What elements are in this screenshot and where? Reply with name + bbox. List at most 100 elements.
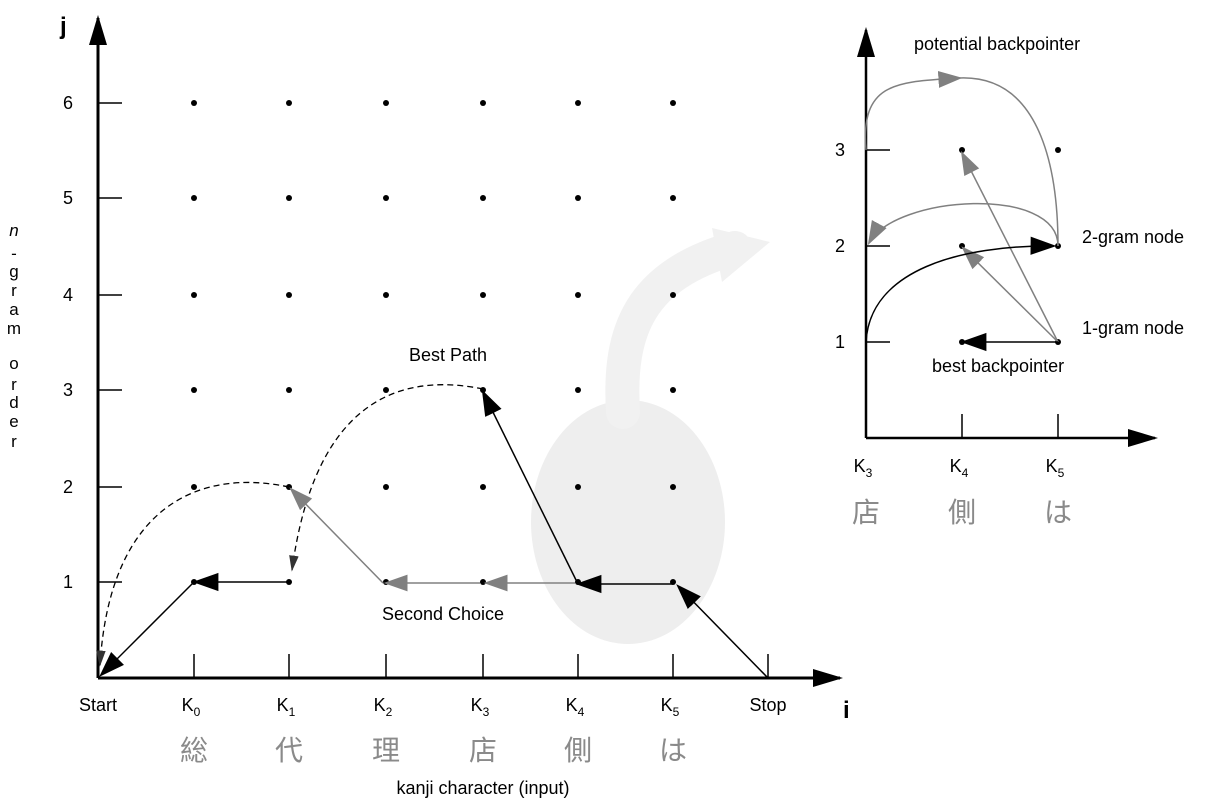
y-title-char: m	[7, 319, 21, 338]
y-tick-label: 4	[63, 285, 73, 305]
lattice-node	[575, 100, 581, 106]
inset-y-ticks: 1 2 3	[835, 140, 890, 352]
x-tick-label: K0	[182, 695, 201, 719]
kanji-char: 理	[372, 734, 400, 767]
inset-curve-1-to-2gram	[865, 236, 1057, 343]
lattice-node	[480, 579, 486, 585]
zoom-highlight	[531, 228, 770, 644]
lattice-node	[575, 195, 581, 201]
main-y-ticks: 1 2 3 4 5 6	[63, 93, 122, 592]
dashed-link-k3-k1	[289, 384, 484, 572]
inset-arrow-to-k4-2	[961, 246, 1059, 343]
inset-axes	[857, 27, 1158, 447]
kanji-char: 代	[275, 734, 303, 767]
lattice-node	[575, 292, 581, 298]
one-gram-node-label: 1-gram node	[1082, 318, 1184, 338]
best-path	[99, 389, 769, 679]
kanji-char: 側	[564, 734, 592, 767]
lattice-node	[480, 484, 486, 490]
inset-arc-middle	[867, 202, 1059, 247]
y-title-char: e	[9, 412, 18, 431]
lattice-node	[575, 387, 581, 393]
y-title-char: r	[11, 281, 17, 300]
inset-y-tick-label: 2	[835, 236, 845, 256]
inset-x-tick-label: K4	[950, 456, 969, 480]
x-tick-label: K2	[374, 695, 393, 719]
y-tick-label: 5	[63, 188, 73, 208]
y-title-char: r	[11, 375, 17, 394]
x-tick-label: Start	[79, 695, 117, 715]
best-path-label: Best Path	[409, 345, 487, 365]
lattice-node	[575, 484, 581, 490]
potential-backpointer-label: potential backpointer	[914, 34, 1080, 54]
lattice-node	[480, 100, 486, 106]
lattice-node	[191, 292, 197, 298]
inset-x-tick-label: K3	[854, 456, 873, 480]
inset-kanji-char: 店	[852, 496, 880, 529]
lattice-node	[191, 387, 197, 393]
y-title-char: g	[9, 262, 18, 281]
lattice-node	[191, 484, 197, 490]
inset-y-tick-label: 3	[835, 140, 845, 160]
x-axis-label: i	[843, 697, 850, 724]
lattice-node	[383, 292, 389, 298]
main-axes	[89, 15, 843, 687]
main-x-ticks: Start K0 K1 K2 K3 K4 K5 Stop	[79, 654, 787, 719]
kanji-char: 総	[180, 734, 208, 767]
y-tick-label: 1	[63, 572, 73, 592]
lattice-node	[670, 387, 676, 393]
x-axis-caption: kanji character (input)	[396, 778, 569, 798]
y-tick-label: 3	[63, 380, 73, 400]
second-choice-label: Second Choice	[382, 604, 504, 624]
dashed-link-k1-start	[96, 481, 290, 667]
best-backpointer-label: best backpointer	[932, 356, 1064, 376]
lattice-node	[383, 484, 389, 490]
x-tick-label: K4	[566, 695, 585, 719]
inset-arc-top	[864, 71, 963, 151]
inset-arc-top-down	[959, 77, 1059, 247]
main-lattice-nodes	[191, 100, 676, 585]
x-tick-label: K1	[277, 695, 296, 719]
kanji-char: は	[659, 734, 687, 767]
lattice-node	[383, 100, 389, 106]
inset-x-ticks: K3 K4 K5	[854, 414, 1065, 480]
best-path-arrow-k0-start	[99, 581, 195, 677]
lattice-node	[383, 195, 389, 201]
y-axis-label: j	[59, 13, 67, 40]
x-tick-label: Stop	[749, 695, 786, 715]
lattice-node	[480, 292, 486, 298]
lattice-node	[670, 100, 676, 106]
lattice-node	[383, 387, 389, 393]
y-title-char: n	[9, 221, 18, 240]
y-tick-label: 6	[63, 93, 73, 113]
y-title-char: r	[11, 432, 17, 451]
lattice-node	[383, 579, 389, 585]
best-path-arrow-k4-k3	[481, 389, 579, 585]
kanji-char: 店	[469, 734, 497, 767]
lattice-node	[670, 195, 676, 201]
inset-kanji-char: は	[1044, 496, 1072, 529]
y-title-char: a	[9, 300, 19, 319]
inset-kanji-row: 店側は	[852, 496, 1072, 529]
y-title-char: o	[9, 354, 18, 373]
inset-lattice-node	[959, 147, 965, 153]
inset-lattice-node	[1055, 147, 1061, 153]
y-title-char: -	[11, 244, 17, 263]
lattice-node	[191, 100, 197, 106]
lattice-node	[480, 195, 486, 201]
two-gram-node-label: 2-gram node	[1082, 227, 1184, 247]
lattice-node	[191, 195, 197, 201]
lattice-node	[286, 195, 292, 201]
y-tick-label: 2	[63, 477, 73, 497]
second-arrow-k2-k1	[289, 487, 384, 584]
x-tick-label: K3	[471, 695, 490, 719]
inset-kanji-char: 側	[948, 496, 976, 529]
lattice-node	[670, 292, 676, 298]
main-kanji-row: 総代理店側は	[180, 734, 687, 767]
second-choice-path	[289, 487, 575, 592]
lattice-node	[286, 292, 292, 298]
inset-best-backpointer	[865, 236, 1058, 352]
